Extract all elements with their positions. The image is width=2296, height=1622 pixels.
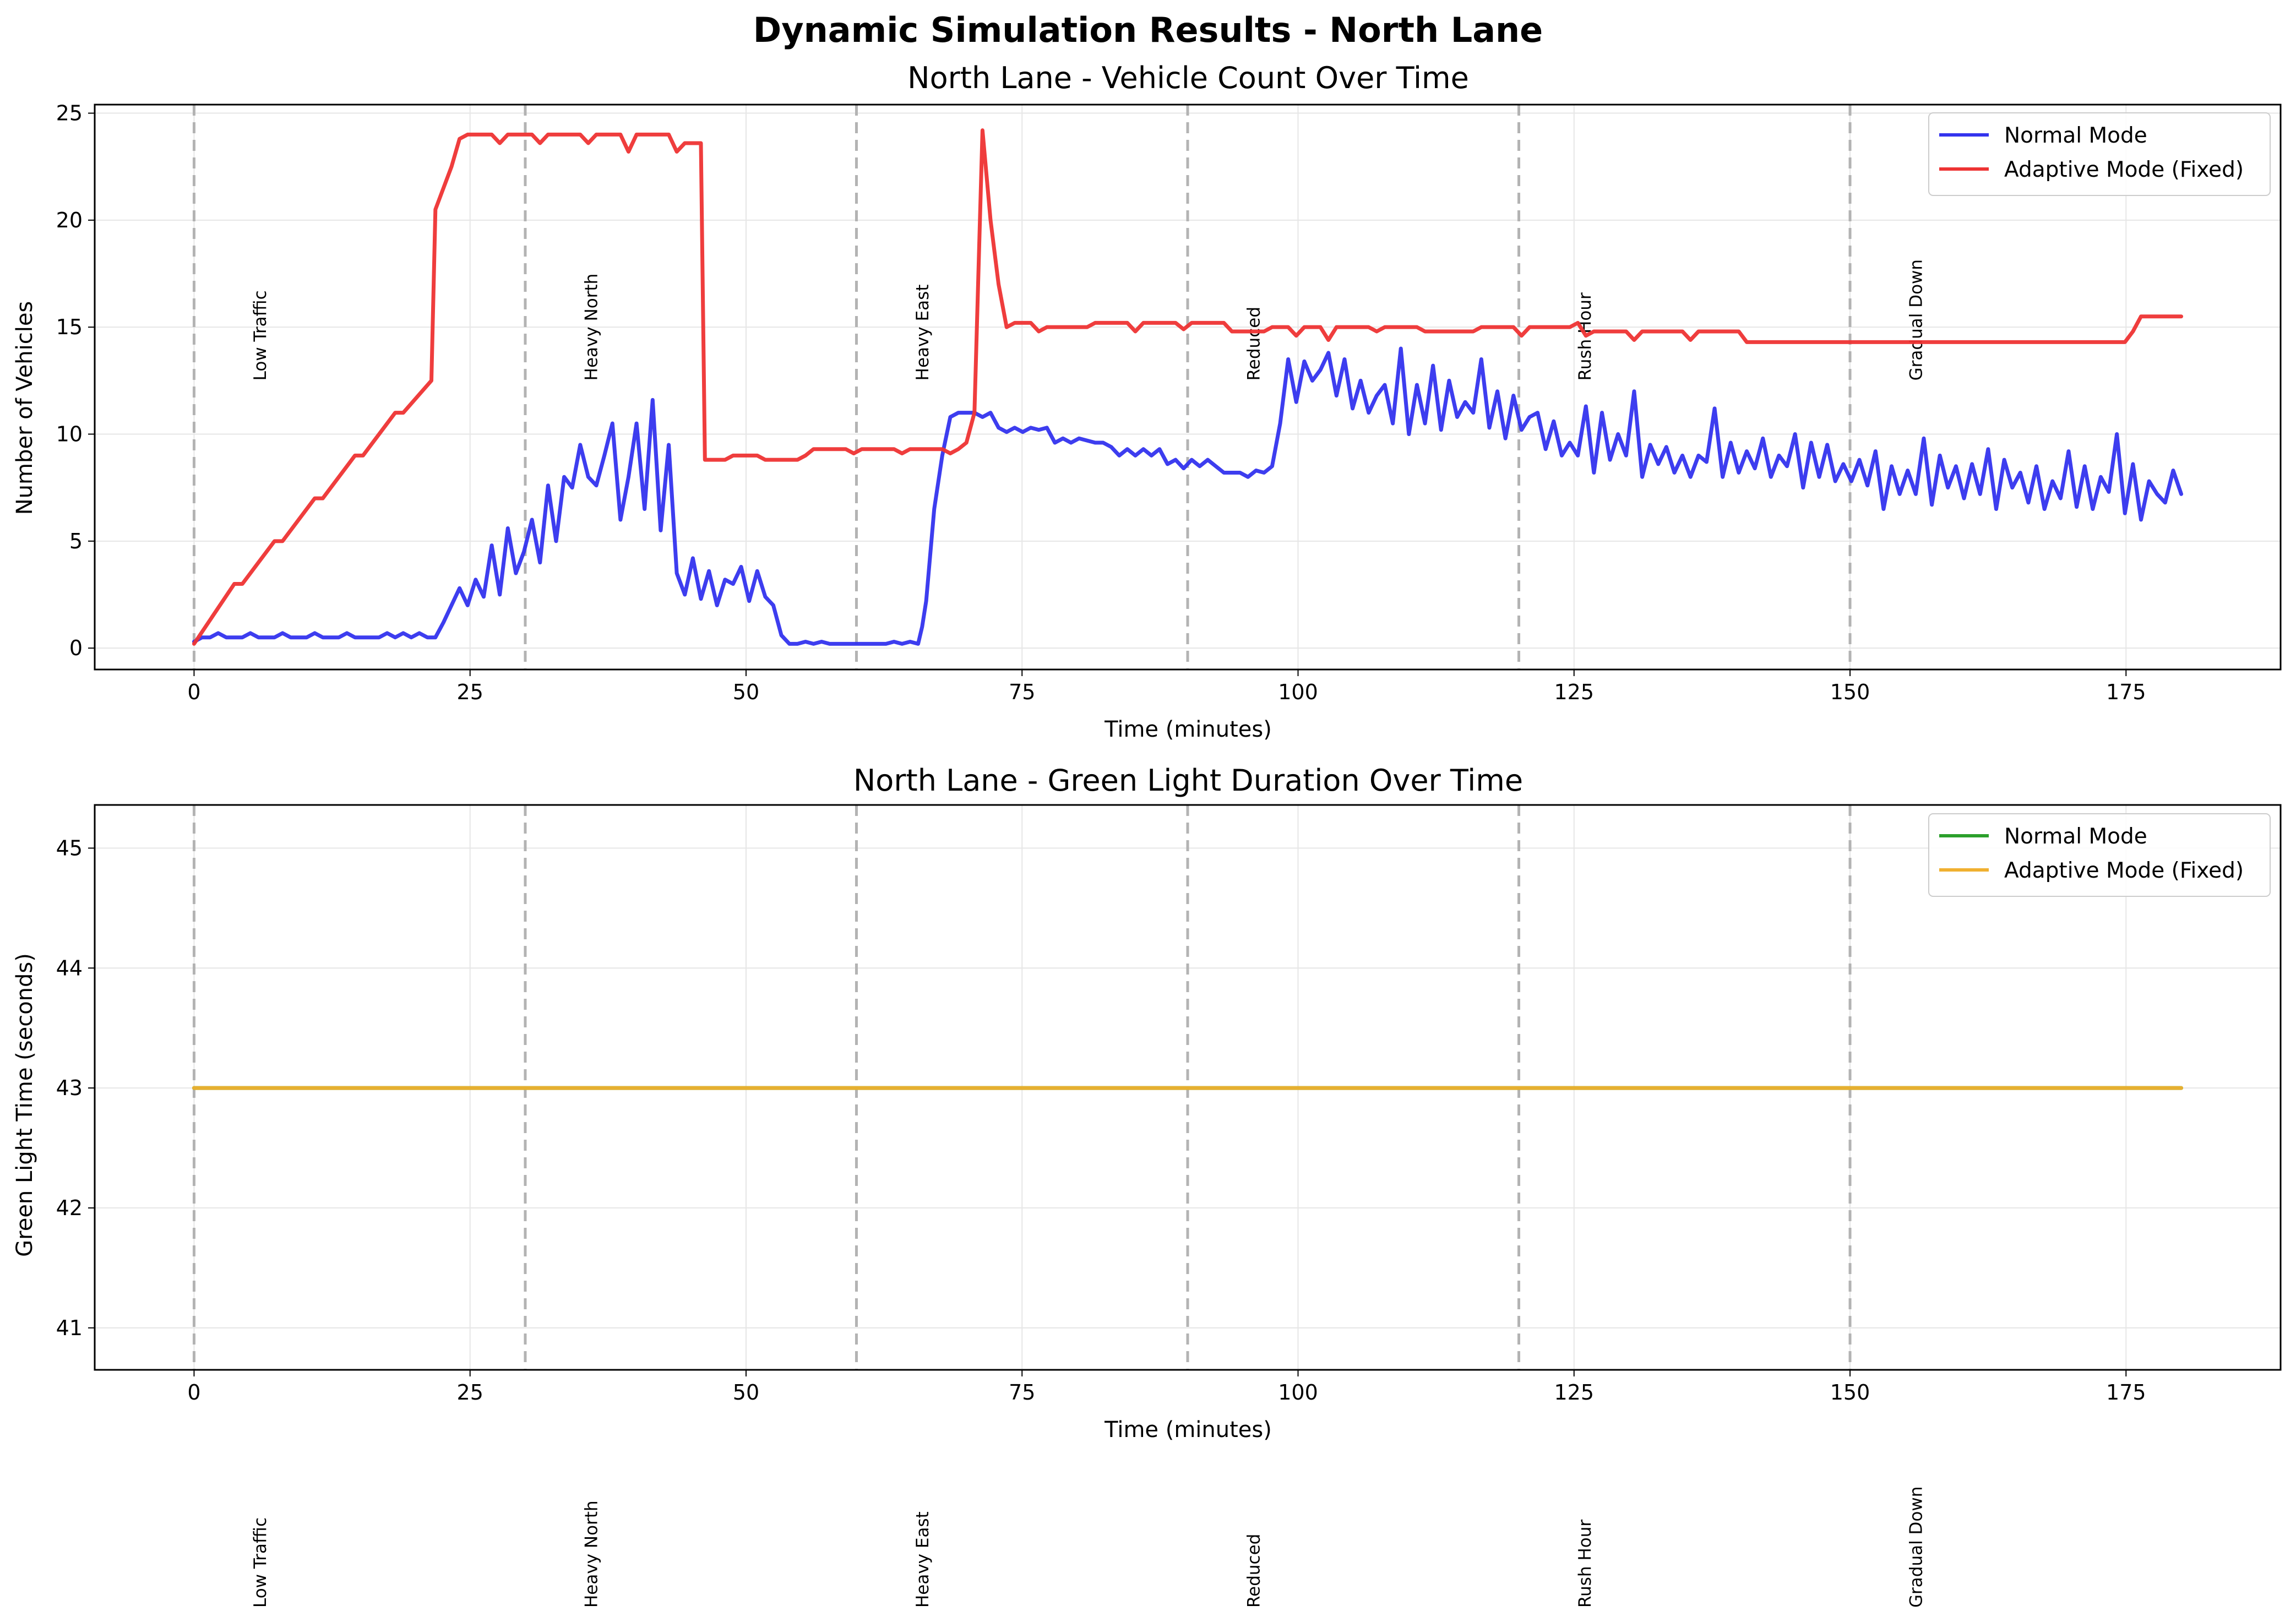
x-tick-label: 100 xyxy=(1278,680,1318,704)
vehicle-count-series xyxy=(192,128,2184,646)
x-tick-label: 100 xyxy=(1278,1380,1318,1405)
y-tick-label: 5 xyxy=(69,529,83,553)
y-tick-label: 42 xyxy=(56,1196,83,1220)
green-light-ticks: 0 25 50 75 100 125 150 175 41 42 43 44 45 xyxy=(56,836,2146,1405)
x-tick-label: 75 xyxy=(1009,680,1035,704)
phase-label-reduced: Reduced xyxy=(1244,307,1264,380)
green-light-plot-frame xyxy=(94,804,2282,1371)
phase-label-heavy-east: Heavy East xyxy=(913,285,933,381)
x-tick-label: 125 xyxy=(1554,680,1595,704)
green-light-legend: Normal Mode Adaptive Mode (Fixed) xyxy=(1928,813,2271,897)
x-tick-label: 175 xyxy=(2106,1380,2146,1405)
legend-label-adaptive-green: Adaptive Mode (Fixed) xyxy=(2004,858,2244,883)
series-line-adaptive-mode-fixed xyxy=(192,128,2184,646)
figure-suptitle: Dynamic Simulation Results - North Lane xyxy=(753,10,1543,50)
y-tick-label: 41 xyxy=(56,1316,83,1340)
green-light-panel: North Lane - Green Light Duration Over T… xyxy=(12,763,2282,1443)
vehicle-count-ylabel: Number of Vehicles xyxy=(12,301,37,515)
bottom-phase-label-heavy-east: Heavy East xyxy=(913,1511,933,1608)
legend-label-normal-vehicles: Normal Mode xyxy=(2004,123,2147,148)
y-tick-label: 0 xyxy=(69,636,83,660)
vehicle-count-xlabel: Time (minutes) xyxy=(1104,717,1272,742)
vehicle-count-ticks: 0 25 50 75 100 125 150 175 0 5 10 15 20 25 xyxy=(56,101,2146,704)
phase-label-low-traffic: Low Traffic xyxy=(251,290,270,380)
green-light-xlabel: Time (minutes) xyxy=(1104,1417,1272,1443)
x-tick-label: 150 xyxy=(1830,1380,1870,1405)
x-tick-label: 175 xyxy=(2106,680,2146,704)
x-tick-label: 0 xyxy=(187,680,200,704)
series-line-normal-mode xyxy=(192,346,2184,646)
x-tick-label: 25 xyxy=(457,680,483,704)
vehicle-count-panel: North Lane - Vehicle Count Over Time Tim… xyxy=(12,61,2282,742)
phase-label-heavy-north: Heavy North xyxy=(581,274,601,381)
y-tick-label: 45 xyxy=(56,836,83,860)
x-tick-label: 150 xyxy=(1830,680,1870,704)
bottom-phase-label-reduced: Reduced xyxy=(1244,1534,1264,1608)
x-tick-label: 0 xyxy=(187,1380,200,1405)
legend-label-normal-green: Normal Mode xyxy=(2004,824,2147,849)
y-tick-label: 10 xyxy=(56,422,83,447)
y-tick-label: 43 xyxy=(56,1076,83,1100)
vehicle-count-phase-markers: Low Traffic Heavy North Heavy East Reduced R… xyxy=(192,105,1926,670)
bottom-phase-label-rush-hour: Rush Hour xyxy=(1575,1520,1595,1608)
bottom-phase-labels: Low Traffic Heavy North Heavy East Reduced R… xyxy=(251,1487,1927,1608)
x-tick-label: 125 xyxy=(1554,1380,1595,1405)
x-tick-label: 50 xyxy=(733,680,759,704)
y-tick-label: 25 xyxy=(56,101,83,126)
bottom-phase-label-low-traffic: Low Traffic xyxy=(251,1517,270,1608)
vehicle-count-legend: Normal Mode Adaptive Mode (Fixed) xyxy=(1928,112,2271,196)
y-tick-label: 20 xyxy=(56,208,83,232)
green-light-ylabel: Green Light Time (seconds) xyxy=(12,953,37,1257)
x-tick-label: 25 xyxy=(457,1380,483,1405)
green-light-title: North Lane - Green Light Duration Over T… xyxy=(853,763,1523,798)
x-tick-label: 50 xyxy=(733,1380,759,1405)
bottom-phase-label-heavy-north: Heavy North xyxy=(581,1500,601,1608)
phase-label-gradual-down: Gradual Down xyxy=(1906,259,1926,380)
x-tick-label: 75 xyxy=(1009,1380,1035,1405)
vehicle-count-title: North Lane - Vehicle Count Over Time xyxy=(907,61,1469,95)
vehicle-count-plot-frame xyxy=(94,104,2282,671)
legend-label-adaptive-vehicles: Adaptive Mode (Fixed) xyxy=(2004,157,2244,182)
y-tick-label: 44 xyxy=(56,956,83,980)
y-tick-label: 15 xyxy=(56,315,83,339)
bottom-phase-label-gradual-down: Gradual Down xyxy=(1906,1487,1926,1608)
